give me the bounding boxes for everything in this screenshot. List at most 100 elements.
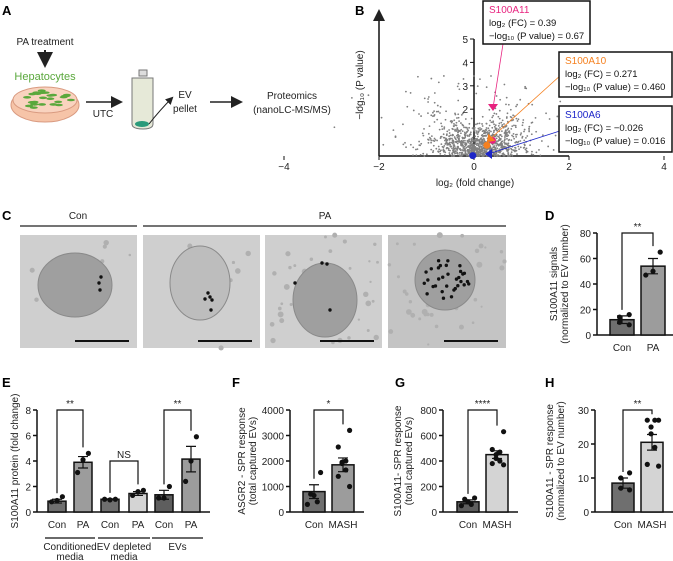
- data-point: [505, 103, 507, 106]
- gold-particle: [209, 308, 213, 312]
- data-point: [473, 140, 476, 142]
- data-point: [481, 125, 484, 127]
- data-point: [454, 152, 457, 155]
- data-point: [427, 96, 430, 98]
- gold-particle: [203, 297, 207, 301]
- data-point: [466, 135, 469, 137]
- data-point: [503, 153, 506, 156]
- data-point: [476, 147, 479, 150]
- data-point: [465, 154, 468, 157]
- data-point: [459, 149, 462, 152]
- data-point: [497, 458, 503, 464]
- data-point: [492, 153, 495, 155]
- annotation-box: [558, 51, 673, 98]
- x-tick-label: 0: [471, 162, 477, 173]
- y-axis-label: ASGR2 - SPR response: [237, 407, 248, 515]
- y-tick-label: 4000: [262, 406, 285, 417]
- data-point: [504, 142, 507, 145]
- data-point: [513, 149, 516, 152]
- data-point: [444, 143, 447, 145]
- data-point: [530, 133, 533, 136]
- data-point: [304, 501, 310, 507]
- data-point: [627, 470, 633, 476]
- data-point: [461, 154, 464, 157]
- data-point: [513, 124, 515, 127]
- y-tick-label: 0: [431, 508, 437, 519]
- data-point: [470, 143, 473, 146]
- data-point: [420, 142, 423, 145]
- data-point: [465, 146, 468, 149]
- gold-particle: [208, 295, 212, 299]
- data-point: [434, 139, 437, 141]
- data-point: [485, 135, 487, 137]
- data-point: [415, 148, 417, 151]
- data-point: [102, 496, 108, 502]
- gold-particle: [98, 288, 102, 292]
- data-point: [472, 128, 475, 131]
- data-point: [473, 143, 476, 146]
- data-point: [480, 128, 483, 130]
- data-point: [510, 151, 513, 154]
- data-point: [483, 153, 486, 156]
- data-point: [502, 152, 505, 155]
- data-point: [497, 135, 499, 138]
- data-point: [469, 147, 472, 149]
- data-point: [465, 153, 468, 156]
- con-header: Con: [69, 211, 87, 222]
- data-point: [500, 135, 503, 138]
- data-point: [495, 129, 498, 132]
- x-tick-label: Con: [614, 520, 632, 531]
- data-point: [455, 121, 458, 124]
- data-point: [523, 139, 526, 142]
- data-point: [501, 144, 503, 146]
- data-point: [506, 112, 509, 115]
- group-label: media: [56, 552, 84, 561]
- arrowhead-icon: [488, 104, 498, 111]
- panel-label-g: G: [395, 375, 405, 390]
- data-point: [456, 140, 459, 143]
- data-point: [443, 127, 446, 130]
- group-label: EV depleted: [97, 542, 152, 553]
- data-point: [451, 139, 454, 142]
- data-point: [512, 114, 515, 117]
- data-point: [489, 446, 495, 453]
- data-point: [490, 121, 493, 124]
- panel-label-d: D: [545, 208, 554, 223]
- significance-bracket: [109, 460, 139, 493]
- data-point: [477, 131, 480, 134]
- pellet-label-1: EV: [178, 90, 192, 101]
- data-point: [482, 137, 485, 140]
- data-point: [418, 144, 421, 147]
- data-point: [476, 122, 479, 125]
- data-point: [367, 94, 370, 97]
- x-tick-label: Con: [48, 520, 66, 531]
- y-axis-label: (normalized to EV number): [556, 401, 567, 521]
- data-point: [462, 78, 465, 80]
- data-point: [460, 132, 462, 135]
- group-label: media: [110, 552, 138, 561]
- data-point: [161, 495, 167, 501]
- data-point: [444, 137, 447, 140]
- data-point: [453, 147, 455, 150]
- gold-particle: [441, 275, 445, 279]
- cell-mark: [25, 104, 34, 108]
- data-point: [406, 105, 409, 108]
- data-point: [538, 148, 540, 151]
- data-point: [481, 115, 484, 118]
- data-point: [75, 469, 81, 476]
- gold-particle: [452, 288, 456, 292]
- data-point: [494, 124, 497, 127]
- data-point: [471, 140, 474, 143]
- data-point: [506, 135, 509, 138]
- data-point: [526, 135, 529, 137]
- data-point: [455, 130, 458, 132]
- data-point: [501, 140, 504, 143]
- data-point: [458, 129, 461, 132]
- data-point: [491, 149, 494, 152]
- data-point: [445, 110, 447, 113]
- data-point: [439, 152, 442, 155]
- data-point: [461, 137, 464, 139]
- data-point: [525, 136, 527, 139]
- gold-particle: [436, 266, 441, 270]
